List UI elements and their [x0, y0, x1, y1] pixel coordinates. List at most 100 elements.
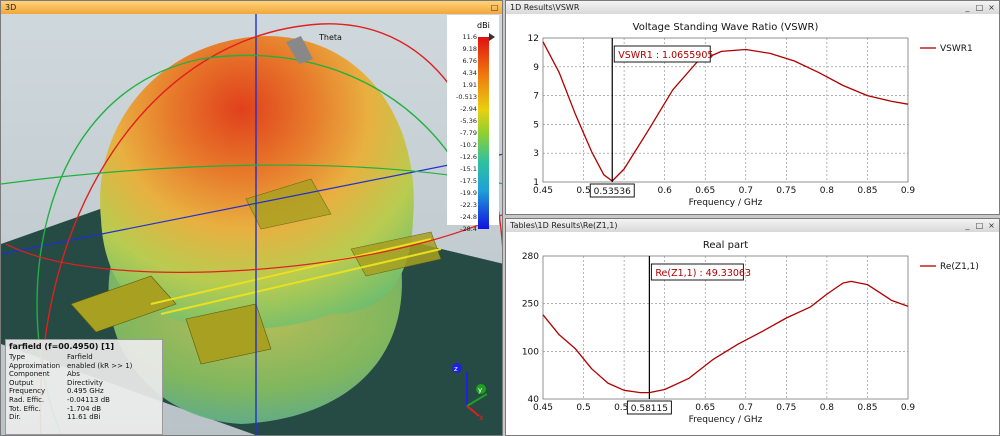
y-tick-label: 5	[533, 120, 539, 130]
legend-label: VSWR1	[940, 44, 973, 54]
x-tick-label: 0.75	[776, 403, 796, 413]
y-tick-label: 250	[522, 300, 539, 310]
panel-titlebar[interactable]: Tables\1D Results\Re(Z1,1) _ □ ×	[506, 219, 999, 232]
marker-x-label: 0.53536	[594, 187, 631, 197]
minimize-icon[interactable]: _	[965, 3, 970, 12]
colorbar-tick: -5.36	[460, 117, 477, 125]
info-key: Component	[9, 370, 50, 379]
x-tick-label: 0.5	[576, 403, 590, 413]
x-tick-label: 0.45	[533, 403, 553, 413]
info-key: Frequency	[9, 387, 46, 396]
colorbar-unit: dBi	[477, 21, 490, 30]
colorbar: dBi 11.6 9.18 6.76 4.34 1.91 -0.513 -2.94 -5.36…	[447, 15, 499, 233]
colorbar-slider-icon[interactable]	[489, 33, 495, 41]
info-key: Type	[9, 353, 26, 361]
re-z11-panel[interactable]: Tables\1D Results\Re(Z1,1) _ □ × 0.45 0.5…	[505, 218, 1000, 436]
feed-line	[160, 248, 442, 315]
orientation-axes: z y x	[452, 363, 488, 422]
maximize-icon[interactable]: □	[975, 221, 984, 230]
y-tick-label: 1	[533, 178, 539, 188]
legend-label: Re(Z1,1)	[940, 262, 979, 272]
close-icon[interactable]: ×	[988, 221, 995, 230]
x-axis-label: Frequency / GHz	[689, 198, 763, 208]
colorbar-tick: -7.79	[460, 129, 477, 137]
marker-x-label: 0.58115	[631, 404, 668, 414]
info-row: Dir. 11.61 dBi	[9, 413, 159, 422]
ring-green	[1, 164, 502, 185]
farfield-3d-panel[interactable]: 3D □	[0, 0, 503, 436]
colorbar-gradient	[478, 37, 489, 229]
panel-title: 3D	[5, 3, 17, 12]
marker-label: Re(Z1,1) : 49.33063	[655, 268, 751, 279]
x-axis-label: Frequency / GHz	[689, 415, 763, 425]
marker-x-box	[589, 183, 635, 198]
colorbar-tick: 4.34	[462, 69, 477, 77]
y-tick-label: 12	[528, 34, 539, 44]
colorbar-tick: -22.3	[460, 201, 477, 209]
maximize-icon[interactable]: □	[975, 3, 984, 12]
y-tick-label: 9	[533, 63, 539, 73]
info-value: Abs	[67, 370, 80, 379]
panel-title: Tables\1D Results\Re(Z1,1)	[510, 221, 618, 230]
info-value: 11.61 dBi	[67, 413, 101, 422]
info-key: Rad. Effic.	[9, 395, 45, 404]
info-value: enabled (kR >> 1)	[67, 361, 133, 370]
x-tick-label: 0.8	[820, 186, 835, 196]
colorbar-tick: -15.1	[460, 165, 477, 173]
colorbar-tick: 11.6	[462, 33, 477, 41]
colorbar-tick: -28.4	[460, 225, 477, 233]
x-tick-label: 0.5	[576, 186, 590, 196]
phi-circle	[36, 54, 482, 435]
chart-title: Real part	[703, 240, 748, 251]
antenna-plate	[185, 303, 272, 365]
info-value: -0.04113 dB	[67, 395, 110, 404]
x-tick-label: 0.7	[739, 403, 753, 413]
info-row: Rad. Effic. -0.04113 dB	[9, 396, 159, 405]
close-icon[interactable]: ×	[988, 3, 995, 12]
theta-label: Theta	[318, 33, 342, 42]
info-row: Approximation enabled (kR >> 1)	[9, 362, 159, 371]
colorbar-tick: -24.8	[460, 213, 477, 221]
vswr-chart[interactable]: 0.450.50.550.60.650.70.750.80.850.913579…	[506, 14, 1000, 215]
y-tick-label: 3	[533, 149, 539, 159]
y-tick-label: 280	[522, 252, 539, 262]
x-tick-label: 0.85	[857, 186, 877, 196]
axis-y-label: y	[478, 386, 482, 394]
x-tick-label: 0.85	[857, 403, 877, 413]
panel-titlebar[interactable]: 1D Results\VSWR _ □ ×	[506, 1, 999, 14]
colorbar-tick: -0.513	[456, 93, 477, 101]
axis-z-label: z	[454, 365, 458, 373]
marker-label-box	[613, 45, 711, 63]
vswr-panel[interactable]: 1D Results\VSWR _ □ × 0.450.50.550.60.65…	[505, 0, 1000, 215]
info-value: -1.704 dB	[67, 404, 102, 413]
x-tick-label: 0.7	[739, 186, 753, 196]
minimize-icon[interactable]: _	[965, 221, 970, 230]
plot-area	[542, 37, 909, 183]
info-value: Directivity	[67, 378, 103, 387]
antenna-plate	[70, 275, 177, 333]
x-tick-label: 0.8	[820, 403, 835, 413]
axis-line-blue	[1, 153, 502, 255]
ring-red	[5, 214, 502, 273]
close-icon[interactable]: □	[490, 3, 499, 12]
y-tick-label: 100	[522, 347, 539, 357]
panel-titlebar[interactable]: 3D □	[1, 1, 502, 14]
colorbar-tick: -19.9	[460, 189, 477, 197]
re-z11-chart[interactable]: 0.450.50.550.60.650.70.750.80.850.940100…	[506, 232, 1000, 436]
info-header: farfield (f=00.4950) [1]	[9, 342, 115, 351]
x-tick-label: 0.45	[533, 186, 553, 196]
info-row: Type Farfield	[9, 353, 159, 362]
colorbar-tick: 6.76	[462, 57, 477, 65]
marker-label-box	[650, 263, 744, 281]
theta-arrow-icon	[286, 36, 313, 64]
colorbar-tick: -10.2	[460, 141, 477, 149]
x-tick-label: 0.9	[901, 186, 916, 196]
colorbar-tick: 1.91	[462, 81, 477, 89]
axis-x-label: x	[479, 413, 484, 422]
x-tick-label: 0.6	[658, 186, 673, 196]
info-value: Farfield	[67, 353, 93, 361]
info-key: Output	[9, 378, 34, 387]
colorbar-tick: -17.5	[460, 177, 477, 185]
marker-x-box	[626, 400, 672, 415]
info-key: Tot. Effic.	[9, 404, 41, 413]
